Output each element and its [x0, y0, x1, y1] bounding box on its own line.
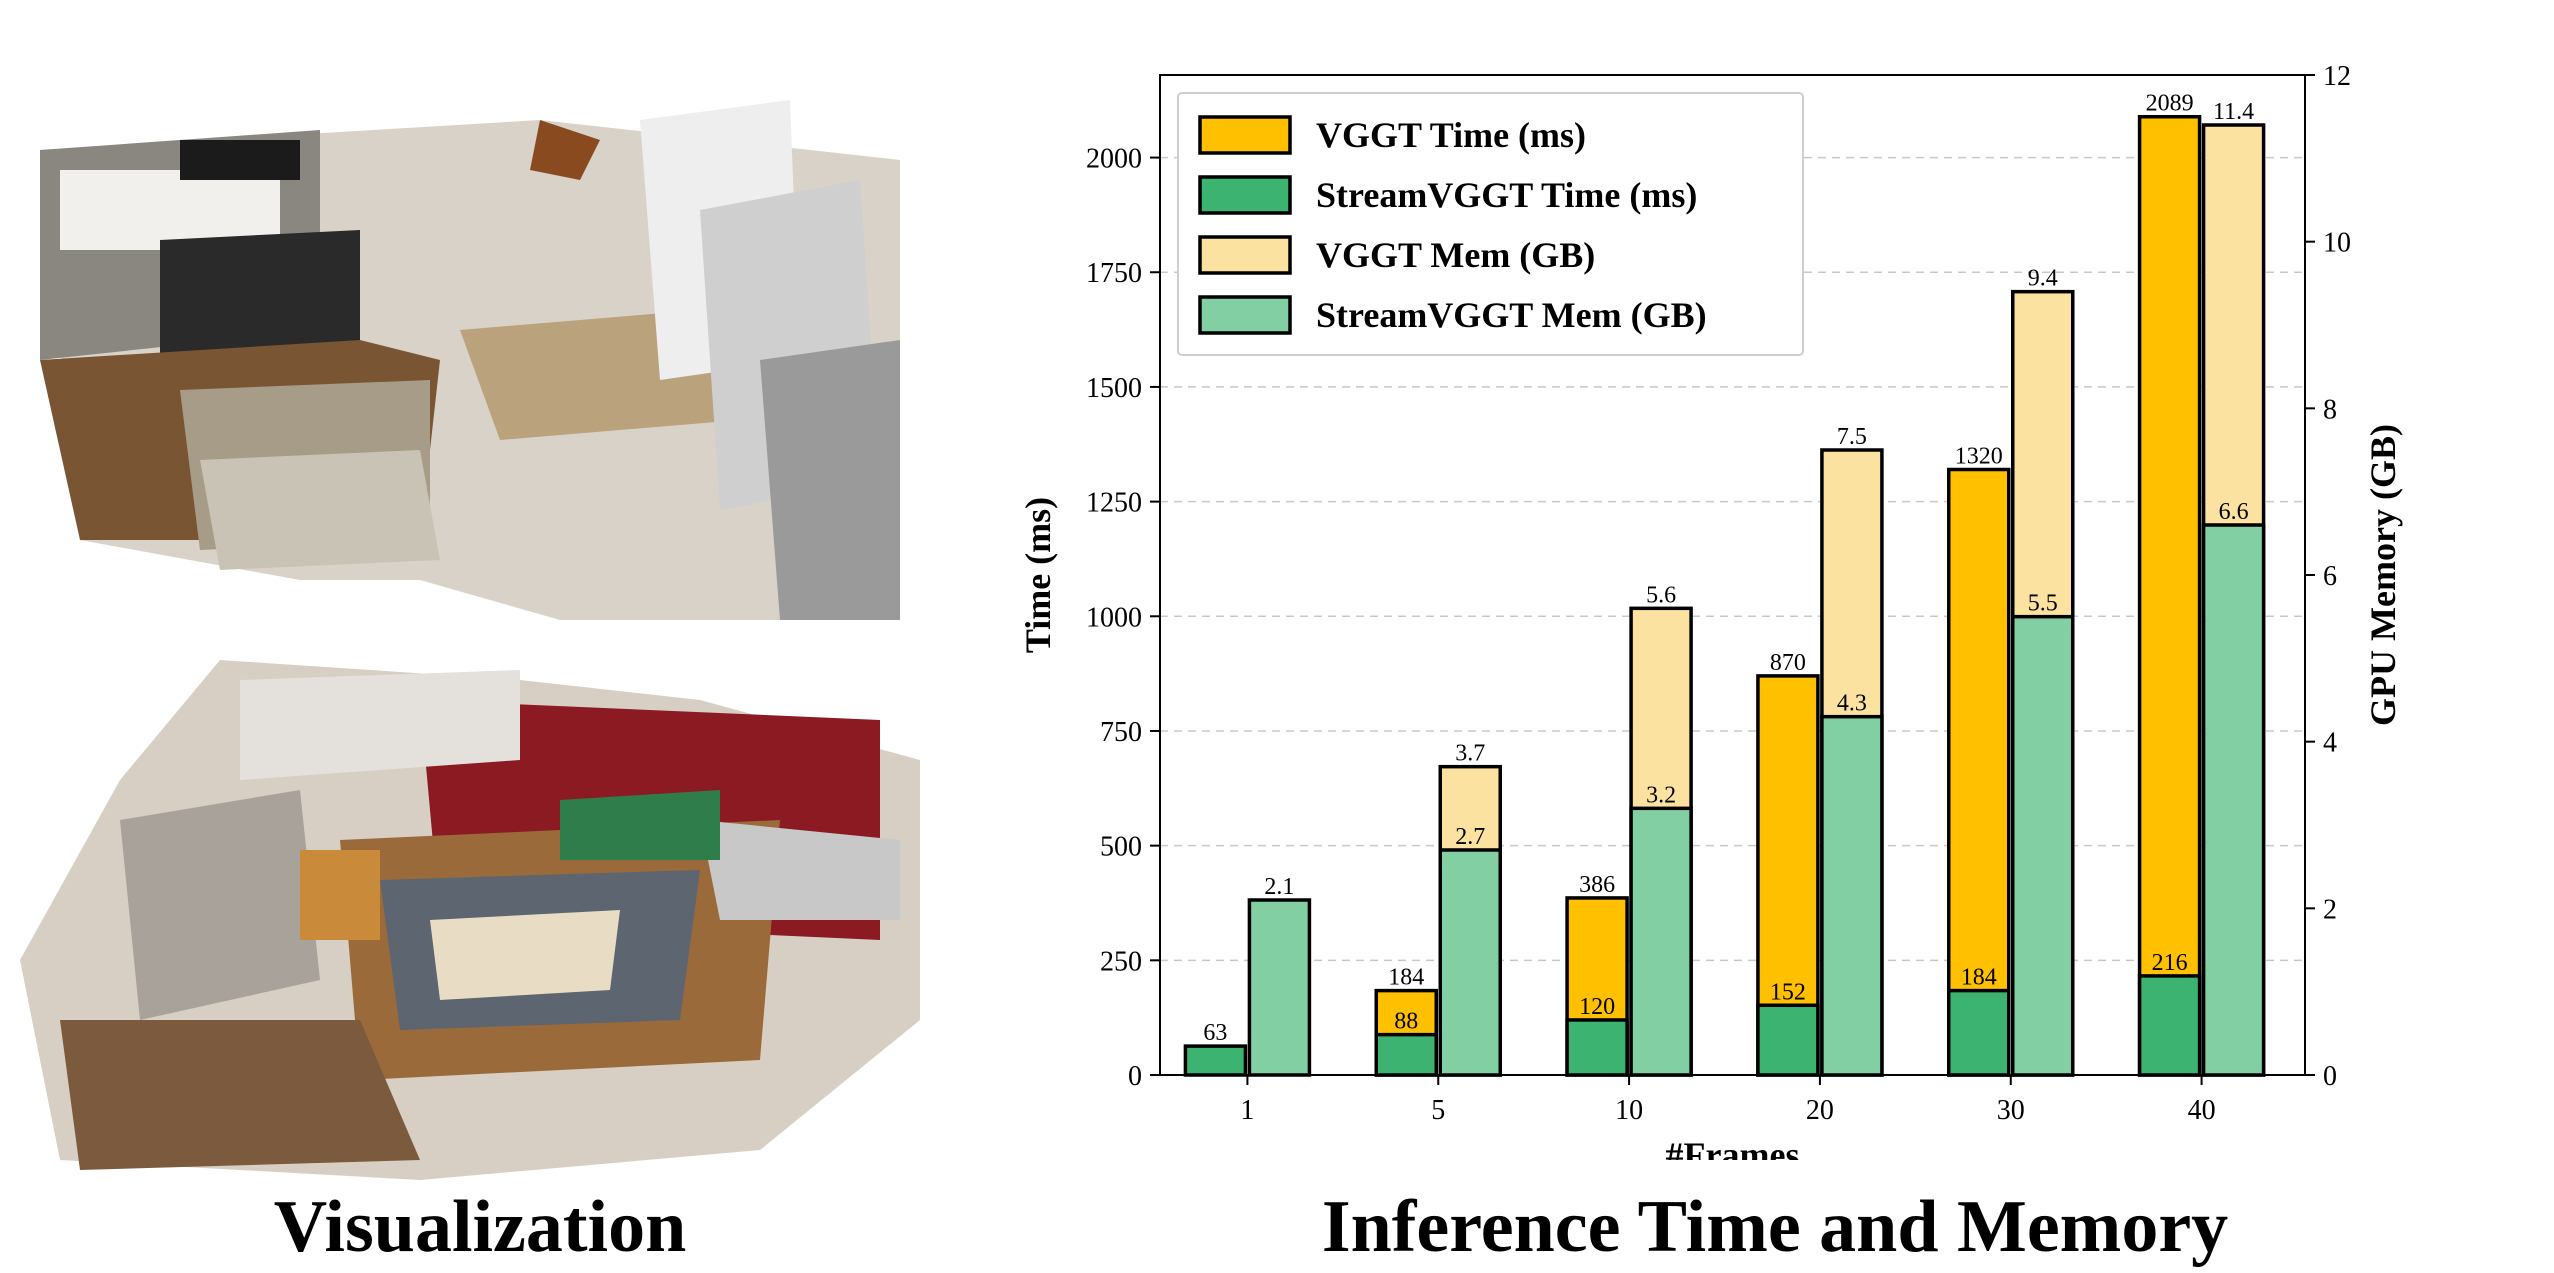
y-tick-label: 2000 [1086, 144, 1142, 175]
y-tick-label: 250 [1100, 946, 1142, 977]
streamvggt-time-bar [1756, 1003, 1820, 1077]
vggt-time-label: 2089 [2146, 91, 2194, 117]
x-axis-label: #Frames [1666, 1135, 1800, 1160]
left-axis: 0 250 500 750 1000 1250 1500 1750 2000 [1086, 144, 1160, 1092]
vggt-time-label: 184 [1388, 965, 1424, 991]
streamvggt-time-bar [1947, 988, 2011, 1077]
streamvggt-time-bar [1183, 1044, 1248, 1077]
streamvggt-mem-label: 5.5 [2028, 591, 2058, 617]
x-tick-label: 20 [1806, 1095, 1834, 1126]
x-tick-label: 30 [1997, 1095, 2025, 1126]
streamvggt-time-label: 88 [1394, 1009, 1418, 1035]
streamvggt-mem-bar [1247, 898, 1312, 1077]
legend-swatch [1198, 295, 1292, 335]
vggt-time-label: 1320 [1955, 443, 2003, 469]
y2-tick-label: 4 [2323, 728, 2337, 759]
x-tick-label: 10 [1615, 1095, 1643, 1126]
vggt-time-label: 386 [1579, 872, 1615, 898]
y2-tick-label: 8 [2323, 394, 2337, 425]
vggt-mem-label: 7.5 [1837, 424, 1867, 450]
streamvggt-time-label: 152 [1770, 979, 1806, 1005]
y2-tick-label: 10 [2323, 228, 2351, 259]
bars [1183, 114, 2266, 1077]
y-tick-label: 0 [1128, 1061, 1142, 1092]
y2-axis-label: GPU Memory (GB) [2363, 424, 2403, 726]
streamvggt-mem-bar [2201, 523, 2266, 1077]
y-tick-label: 750 [1100, 717, 1142, 748]
chart-caption: Inference Time and Memory [1321, 1186, 2229, 1268]
legend-label: VGGT Time (ms) [1316, 115, 1586, 155]
legend-label: StreamVGGT Time (ms) [1316, 175, 1697, 215]
y2-tick-label: 2 [2323, 894, 2337, 925]
visualization-panel [20, 100, 920, 1180]
streamvggt-time-label: 184 [1961, 965, 1997, 991]
right-axis: 0 2 4 6 8 10 12 [2305, 61, 2351, 1092]
y-tick-label: 1750 [1086, 258, 1142, 289]
visualization-caption: Visualization [273, 1186, 687, 1268]
streamvggt-mem-label: 3.2 [1646, 782, 1676, 808]
legend-box [1177, 92, 1804, 356]
streamvggt-mem-label: 4.3 [1837, 691, 1867, 717]
streamvggt-time-bar [2137, 974, 2202, 1077]
grid-lines [1160, 156, 2305, 962]
legend-swatch [1198, 175, 1292, 215]
streamvggt-mem-label: 6.6 [2219, 499, 2249, 525]
streamvggt-time-label: 63 [1203, 1020, 1227, 1046]
legend: VGGT Time (ms) StreamVGGT Time (ms) VGGT M… [1177, 92, 1804, 356]
chess-room-point-cloud-image [20, 660, 920, 1180]
y-tick-label: 500 [1100, 832, 1142, 863]
y-tick-label: 1250 [1086, 488, 1142, 519]
streamvggt-mem-bar [1629, 806, 1693, 1077]
legend-swatch [1198, 235, 1292, 275]
legend-label: VGGT Mem (GB) [1316, 235, 1595, 275]
x-axis: 1 5 10 20 30 40 [1240, 1075, 2216, 1126]
legend-label: StreamVGGT Mem (GB) [1316, 295, 1707, 335]
vggt-time-label: 870 [1770, 650, 1806, 676]
y2-tick-label: 12 [2323, 61, 2351, 92]
vggt-mem-label: 11.4 [2213, 99, 2254, 125]
legend-swatch [1198, 115, 1292, 155]
vggt-mem-label: 9.4 [2028, 266, 2058, 292]
streamvggt-mem-bar [2011, 614, 2075, 1077]
x-tick-label: 5 [1431, 1095, 1445, 1126]
x-tick-label: 1 [1240, 1095, 1254, 1126]
y2-tick-label: 6 [2323, 561, 2337, 592]
vggt-mem-label: 5.6 [1646, 582, 1676, 608]
streamvggt-time-label: 120 [1579, 994, 1615, 1020]
streamvggt-mem-bar [1820, 714, 1884, 1077]
y-axis-label: Time (ms) [1018, 497, 1058, 653]
inference-chart: 632.1184883.72.73861205.63.28701527.54.3… [1018, 61, 2403, 1160]
streamvggt-time-label: 216 [2152, 950, 2188, 976]
vggt-time-bar [2137, 114, 2202, 1077]
streamvggt-mem-bar [1438, 848, 1502, 1077]
streamvggt-time-bar [1374, 1032, 1438, 1077]
streamvggt-mem-label: 2.1 [1264, 874, 1294, 900]
y-tick-label: 1500 [1086, 373, 1142, 404]
x-tick-label: 40 [2188, 1095, 2216, 1126]
vggt-mem-label: 3.7 [1455, 741, 1485, 767]
y-tick-label: 1000 [1086, 602, 1142, 633]
streamvggt-time-bar [1565, 1018, 1629, 1077]
y2-tick-label: 0 [2323, 1061, 2337, 1092]
data-labels: 63 2.1 184 88 3.7 2.7 386 120 5.6 3.2 870 152 7.5 4.3… [1203, 91, 2254, 1046]
kitchen-point-cloud-image [40, 100, 900, 620]
streamvggt-mem-label: 2.7 [1455, 824, 1485, 850]
